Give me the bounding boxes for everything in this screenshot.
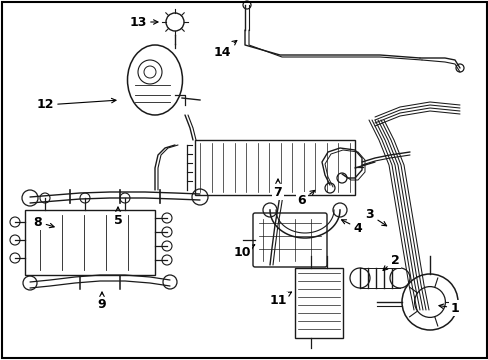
Text: 2: 2 (382, 253, 399, 270)
Text: 10: 10 (233, 245, 254, 258)
Text: 13: 13 (129, 15, 158, 28)
Text: 8: 8 (34, 216, 54, 229)
Text: 9: 9 (98, 292, 106, 311)
Text: 14: 14 (213, 40, 236, 58)
Text: 12: 12 (36, 98, 116, 112)
Text: 7: 7 (273, 179, 282, 198)
Bar (294, 268, 342, 338)
Bar (195, 140, 354, 195)
Text: 6: 6 (297, 190, 314, 207)
Text: 3: 3 (365, 208, 386, 226)
Text: 1: 1 (438, 302, 458, 315)
Text: 5: 5 (113, 207, 122, 226)
Text: 4: 4 (341, 220, 362, 234)
Text: 11: 11 (269, 292, 291, 306)
Bar (25, 210, 155, 275)
